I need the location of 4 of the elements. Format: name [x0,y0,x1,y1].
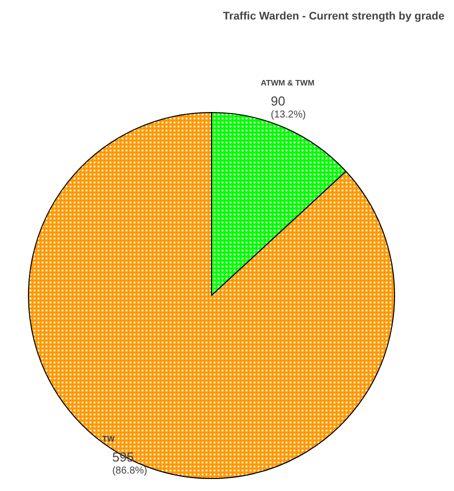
data-label: 90 (13.2%) [270,94,306,120]
slice-label: ATWM & TWM [260,78,315,88]
chart-title: Traffic Warden - Current strength by grade [223,10,445,22]
slice-label: TW [102,434,116,444]
